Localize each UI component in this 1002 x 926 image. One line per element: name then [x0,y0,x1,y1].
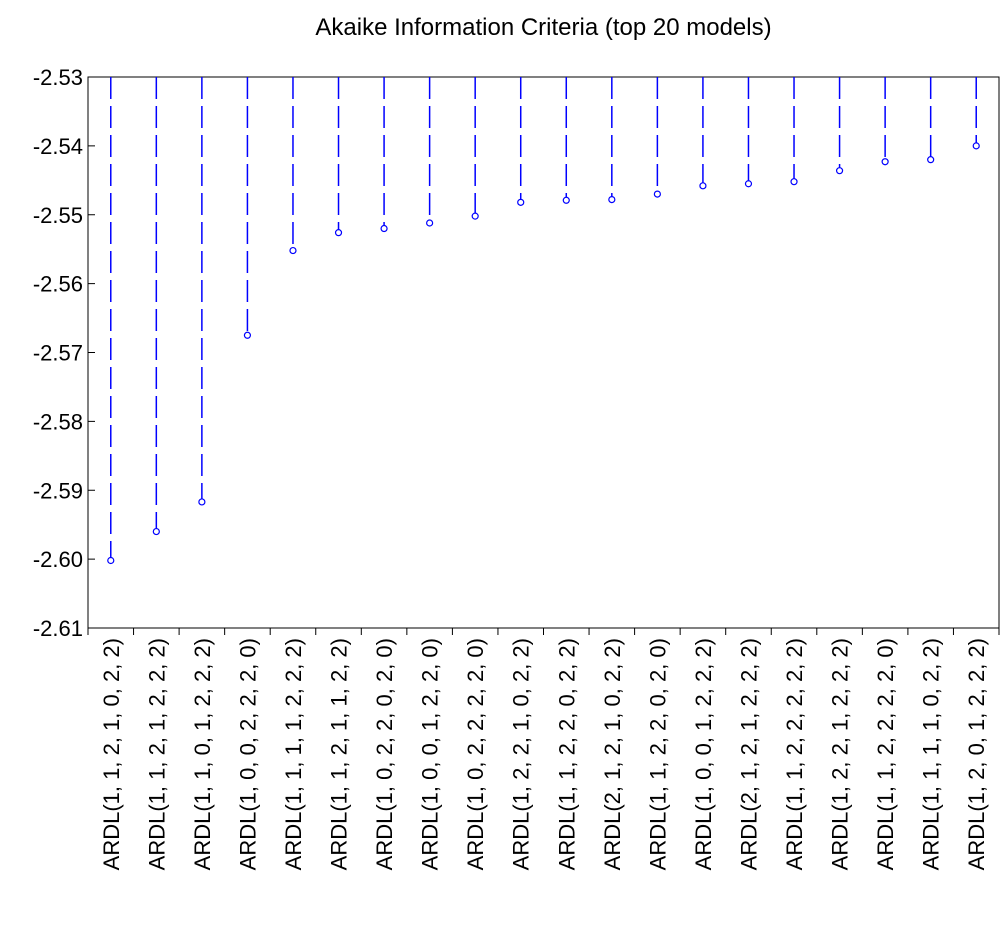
x-tick-label: ARDL(1, 1, 0, 1, 2, 2, 2) [190,638,215,870]
data-point [380,224,388,233]
data-point [653,190,661,198]
x-tick-label: ARDL(1, 2, 2, 1, 0, 2, 2) [509,638,534,870]
x-tick-label: ARDL(1, 1, 2, 2, 2, 2, 0) [873,638,898,870]
x-tick-label: ARDL(2, 1, 2, 1, 0, 2, 2) [600,638,625,870]
chart-marks [107,77,980,565]
x-tick-label: ARDL(1, 1, 2, 2, 2, 2, 2) [782,638,807,870]
x-tick-label: ARDL(1, 1, 1, 1, 0, 2, 2) [919,638,944,870]
data-point [972,142,980,150]
x-tick-label: ARDL(2, 1, 2, 1, 2, 2, 2) [736,638,761,870]
y-tick-label: -2.57 [33,341,83,366]
y-tick-label: -2.60 [33,547,83,572]
data-point [699,182,707,190]
x-tick-label: ARDL(1, 0, 0, 1, 2, 2, 2) [691,638,716,870]
x-tick-label: ARDL(1, 2, 0, 1, 2, 2, 2) [964,638,989,870]
data-point [562,196,570,204]
data-point [198,498,206,506]
plot-frame [87,76,1000,629]
data-point [517,198,525,206]
y-tick-label: -2.54 [33,134,83,159]
y-tick-label: -2.56 [33,272,83,297]
data-point [744,180,753,188]
data-point [152,527,160,536]
data-point [927,156,935,164]
y-axis: -2.53 -2.54 -2.55 -2.56 -2.57 -2.58 -2.59 -2.60… [33,65,95,641]
data-point [471,212,479,220]
data-point [790,178,798,186]
x-axis: ARDL(1, 1, 2, 1, 0, 2, 2) ARDL(1, 1, 2, 1… [87,628,1000,870]
y-tick-label: -2.61 [33,616,83,641]
x-tick-label: ARDL(1, 2, 2, 1, 2, 2, 2) [828,638,853,870]
data-point [107,556,115,565]
data-point [289,246,297,255]
data-point [426,219,434,227]
y-tick-label: -2.58 [33,409,83,434]
x-tick-label: ARDL(1, 1, 2, 2, 0, 2, 0) [645,638,670,870]
x-tick-label: ARDL(1, 1, 1, 1, 2, 2, 2) [281,638,306,870]
data-point [334,229,343,237]
x-tick-label: ARDL(1, 0, 0, 1, 2, 2, 0) [418,638,443,870]
x-tick-label: ARDL(1, 0, 0, 2, 2, 2, 0) [235,638,260,870]
y-tick-label: -2.55 [33,203,83,228]
data-point [608,195,616,204]
x-tick-label: ARDL(1, 0, 2, 2, 2, 2, 0) [463,638,488,870]
x-tick-label: ARDL(1, 0, 2, 2, 0, 2, 0) [372,638,397,870]
chart-title: Akaike Information Criteria (top 20 mode… [315,14,772,41]
y-tick-label: -2.59 [33,478,83,503]
y-tick-label: -2.53 [33,65,83,90]
data-point [243,331,252,339]
x-tick-label: ARDL(1, 1, 2, 1, 2, 2, 2) [144,638,169,870]
data-point [881,158,889,166]
x-tick-label: ARDL(1, 1, 2, 1, 1, 2, 2) [327,638,352,870]
data-point [835,167,844,175]
x-tick-label: ARDL(1, 1, 2, 1, 0, 2, 2) [99,638,124,870]
x-tick-label: ARDL(1, 1, 2, 2, 0, 2, 2) [554,638,579,870]
